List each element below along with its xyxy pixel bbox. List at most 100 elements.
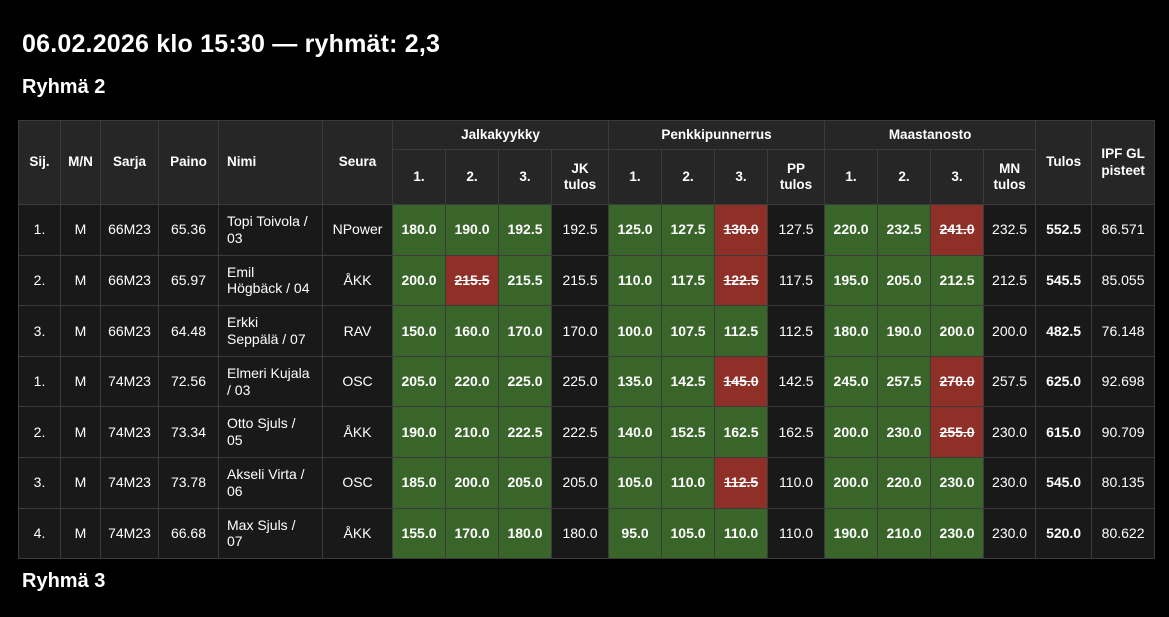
bench-attempt-1: 140.0 (608, 406, 663, 458)
cell-paino: 72.56 (158, 355, 219, 408)
squat-attempt-2: 220.0 (445, 355, 499, 408)
col-bench-2: 2. (661, 149, 716, 205)
col-squat-3: 3. (498, 149, 552, 205)
cell-total: 520.0 (1035, 507, 1093, 560)
cell-total: 482.5 (1035, 305, 1093, 357)
bench-attempt-2: 142.5 (661, 355, 716, 408)
deadlift-attempt-1: 200.0 (824, 456, 879, 509)
bench-attempt-3: 122.5 (714, 254, 769, 307)
cell-mn: M (60, 204, 101, 256)
cell-seura: ÅKK (322, 507, 393, 560)
bench-attempt-3: 130.0 (714, 204, 769, 256)
squat-attempt-3: 215.5 (498, 254, 552, 307)
squat-attempt-3: 225.0 (498, 355, 552, 408)
bench-attempt-3: 145.0 (714, 355, 769, 408)
deadlift-total: 200.0 (983, 305, 1037, 357)
table-row: 2. M 66M23 65.97 Emil Högbäck / 04 ÅKK 200.0 21… (18, 254, 1156, 307)
squat-total: 205.0 (550, 456, 610, 509)
cell-nimi: Elmeri Kujala / 03 (218, 355, 323, 408)
col-bench-1: 1. (608, 149, 663, 205)
bench-attempt-2: 105.0 (661, 507, 716, 560)
squat-attempt-1: 200.0 (392, 254, 446, 307)
cell-sij: 1. (18, 355, 61, 408)
cell-ipf-points: 92.698 (1091, 355, 1156, 408)
squat-total: 180.0 (550, 507, 610, 560)
cell-mn: M (60, 305, 101, 357)
cell-sij: 3. (18, 456, 61, 509)
bench-total: 110.0 (767, 507, 826, 560)
cell-seura: OSC (322, 355, 393, 408)
cell-ipf-points: 80.135 (1091, 456, 1156, 509)
cell-mn: M (60, 254, 101, 307)
deadlift-attempt-2: 205.0 (877, 254, 932, 307)
bench-attempt-1: 95.0 (608, 507, 663, 560)
squat-attempt-1: 185.0 (392, 456, 446, 509)
col-deadlift-1: 1. (824, 149, 879, 205)
cell-sij: 2. (18, 254, 61, 307)
cell-ipf-points: 85.055 (1091, 254, 1156, 307)
col-ipf-gl: IPF GL pisteet (1091, 120, 1156, 205)
squat-attempt-3: 180.0 (498, 507, 552, 560)
squat-attempt-2: 190.0 (445, 204, 499, 256)
col-mn: M/N (60, 120, 101, 205)
col-squat-2: 2. (445, 149, 499, 205)
col-seura: Seura (322, 120, 393, 205)
bench-total: 112.5 (767, 305, 826, 357)
cell-nimi: Akseli Virta / 06 (218, 456, 323, 509)
deadlift-attempt-3: 200.0 (930, 305, 985, 357)
bench-attempt-1: 105.0 (608, 456, 663, 509)
squat-attempt-1: 150.0 (392, 305, 446, 357)
squat-attempt-1: 205.0 (392, 355, 446, 408)
cell-seura: ÅKK (322, 254, 393, 307)
deadlift-total: 230.0 (983, 507, 1037, 560)
cell-sarja: 74M23 (100, 456, 159, 509)
cell-sarja: 66M23 (100, 254, 159, 307)
deadlift-attempt-2: 220.0 (877, 456, 932, 509)
col-deadlift-total: MN tulos (983, 149, 1037, 205)
cell-mn: M (60, 507, 101, 560)
deadlift-attempt-2: 190.0 (877, 305, 932, 357)
squat-attempt-3: 170.0 (498, 305, 552, 357)
col-sarja: Sarja (100, 120, 159, 205)
bench-attempt-2: 117.5 (661, 254, 716, 307)
table-header: Sij. M/N Sarja Paino Nimi Seura Jalkakyy… (18, 120, 1156, 205)
cell-total: 545.0 (1035, 456, 1093, 509)
table-row: 2. M 74M23 73.34 Otto Sjuls / 05 ÅKK 190.0 210.… (18, 406, 1156, 458)
bench-attempt-3: 112.5 (714, 305, 769, 357)
cell-ipf-points: 76.148 (1091, 305, 1156, 357)
deadlift-attempt-2: 230.0 (877, 406, 932, 458)
deadlift-attempt-1: 190.0 (824, 507, 879, 560)
col-paino: Paino (158, 120, 219, 205)
cell-total: 625.0 (1035, 355, 1093, 408)
col-bench-total: PP tulos (767, 149, 826, 205)
deadlift-total: 257.5 (983, 355, 1037, 408)
squat-attempt-2: 210.0 (445, 406, 499, 458)
deadlift-total: 212.5 (983, 254, 1037, 307)
col-group-bench: Penkkipunnerrus (608, 120, 826, 150)
deadlift-attempt-3: 212.5 (930, 254, 985, 307)
bench-attempt-1: 110.0 (608, 254, 663, 307)
bench-total: 117.5 (767, 254, 826, 307)
squat-attempt-2: 160.0 (445, 305, 499, 357)
bench-attempt-2: 110.0 (661, 456, 716, 509)
cell-mn: M (60, 406, 101, 458)
squat-total: 192.5 (550, 204, 610, 256)
col-bench-3: 3. (714, 149, 769, 205)
deadlift-attempt-1: 200.0 (824, 406, 879, 458)
cell-sij: 4. (18, 507, 61, 560)
bench-attempt-3: 162.5 (714, 406, 769, 458)
results-tbody: 1. M 66M23 65.36 Topi Toivola / 03 NPower 180.… (18, 204, 1156, 560)
deadlift-attempt-2: 210.0 (877, 507, 932, 560)
deadlift-attempt-1: 180.0 (824, 305, 879, 357)
cell-total: 615.0 (1035, 406, 1093, 458)
col-group-deadlift: Maastanosto (824, 120, 1037, 150)
col-sij: Sij. (18, 120, 61, 205)
cell-sarja: 66M23 (100, 305, 159, 357)
bench-attempt-3: 112.5 (714, 456, 769, 509)
squat-total: 170.0 (550, 305, 610, 357)
squat-attempt-3: 222.5 (498, 406, 552, 458)
bench-total: 162.5 (767, 406, 826, 458)
cell-nimi: Otto Sjuls / 05 (218, 406, 323, 458)
cell-mn: M (60, 456, 101, 509)
deadlift-attempt-2: 232.5 (877, 204, 932, 256)
